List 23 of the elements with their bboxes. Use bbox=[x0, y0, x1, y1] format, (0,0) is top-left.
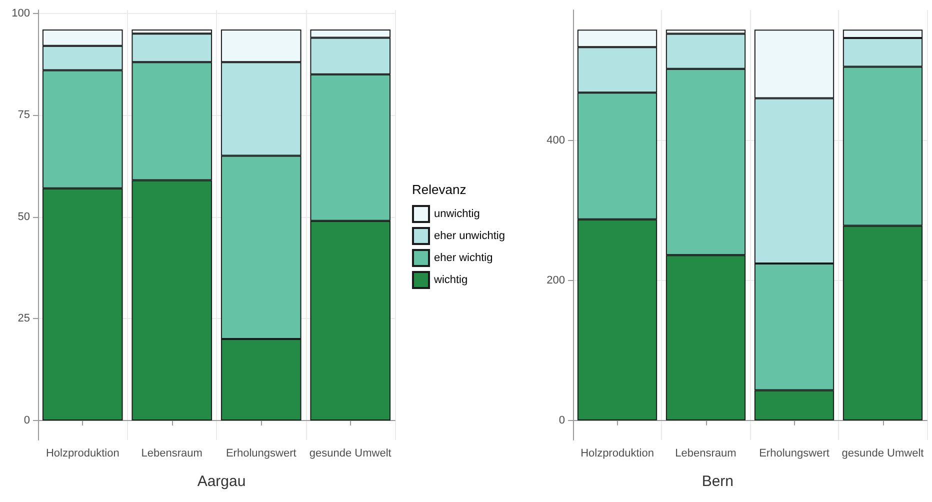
legend-label: unwichtig bbox=[434, 208, 480, 220]
y-tick-label: 0 bbox=[24, 414, 30, 426]
x-tick-label: Erholungswert bbox=[226, 448, 296, 460]
y-tick-label: 400 bbox=[546, 134, 565, 146]
x-tick-label: Holzproduktion bbox=[46, 448, 120, 460]
x-tick-label: gesunde Umwelt bbox=[309, 448, 392, 460]
y-tick-label: 0 bbox=[558, 414, 565, 426]
y-tick-label: 50 bbox=[18, 210, 30, 223]
y-tick-label: 25 bbox=[18, 312, 30, 325]
x-tick-label: gesunde Umwelt bbox=[842, 448, 924, 460]
x-tick-label: Holzproduktion bbox=[580, 448, 654, 460]
legend-label: eher wichtig bbox=[434, 252, 493, 264]
y-tick-label: 75 bbox=[18, 109, 30, 122]
y-tick-label: 100 bbox=[12, 7, 30, 20]
x-tick-label: Lebensraum bbox=[141, 448, 202, 460]
legend-label: wichtig bbox=[433, 274, 468, 286]
legend-title: Relevanz bbox=[412, 182, 466, 197]
legend-label: eher unwichtig bbox=[434, 230, 505, 242]
y-tick-label: 200 bbox=[546, 274, 565, 286]
text: Bern bbox=[702, 473, 734, 490]
x-tick-label: Lebensraum bbox=[675, 448, 736, 460]
text: Aargau bbox=[197, 473, 246, 490]
x-tick-label: Erholungswert bbox=[759, 448, 830, 460]
